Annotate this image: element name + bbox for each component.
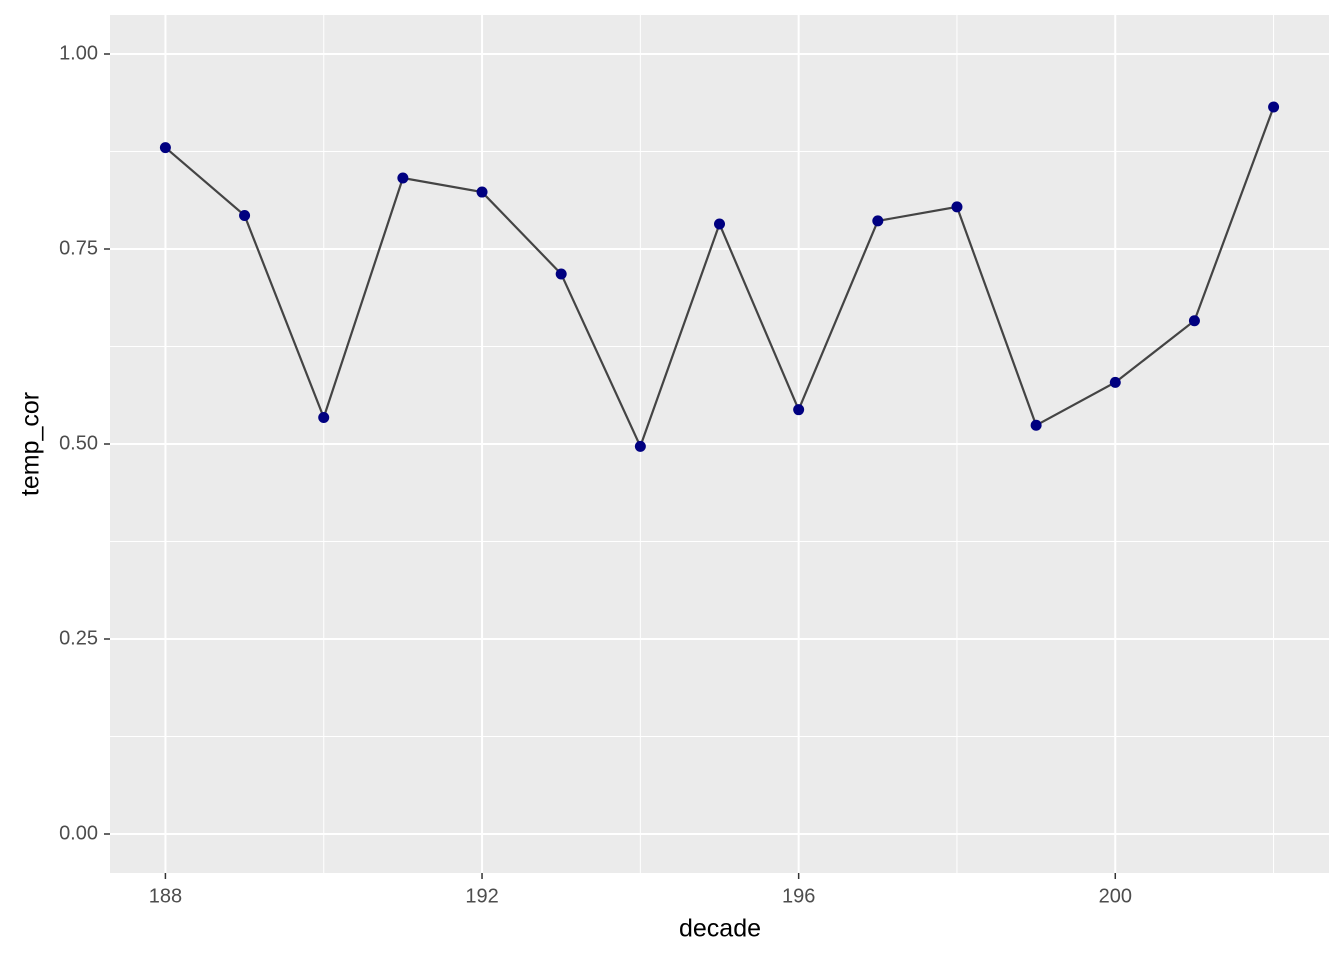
data-point <box>1268 101 1280 113</box>
x-tick-label: 192 <box>465 885 498 907</box>
data-point <box>159 142 171 154</box>
y-tick-label: 1.00 <box>59 42 98 64</box>
data-point <box>793 404 805 416</box>
y-tick-label: 0.75 <box>59 237 98 259</box>
data-point <box>1109 376 1121 388</box>
data-point <box>1188 315 1200 327</box>
data-point <box>239 209 251 221</box>
y-axis-title: temp_cor <box>17 392 45 496</box>
y-tick-label: 0.00 <box>59 822 98 844</box>
data-point <box>476 186 488 198</box>
data-point <box>555 268 567 280</box>
data-point <box>714 218 725 230</box>
x-tick-label: 200 <box>1099 885 1132 907</box>
x-tick-label: 196 <box>782 885 815 907</box>
data-point <box>872 215 884 227</box>
data-point <box>318 411 330 423</box>
data-point <box>951 201 963 213</box>
data-point <box>1030 419 1042 431</box>
data-point <box>634 440 646 452</box>
y-tick-label: 0.50 <box>59 432 98 454</box>
data-point <box>397 172 409 184</box>
x-tick-label: 188 <box>149 885 182 907</box>
x-axis-title: decade <box>679 915 761 943</box>
y-tick-label: 0.25 <box>59 627 98 649</box>
